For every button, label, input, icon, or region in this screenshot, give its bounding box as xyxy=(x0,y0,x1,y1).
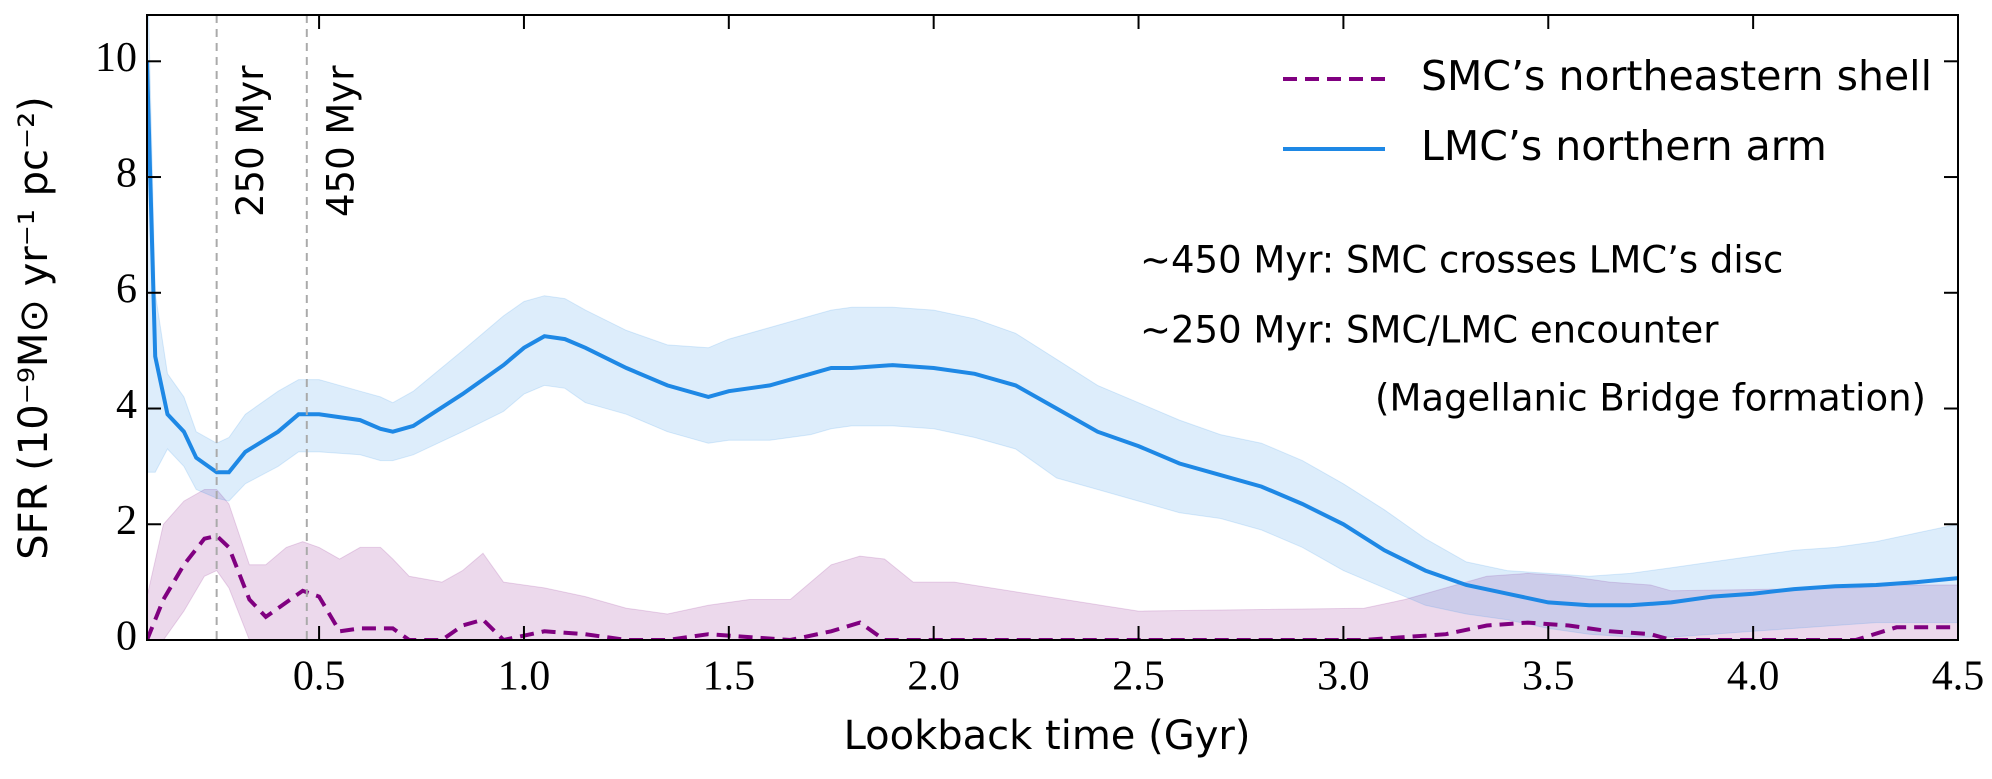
x-tick-label: 4.0 xyxy=(1727,654,1780,700)
annotation: ∼250 Myr: SMC/LMC encounter xyxy=(1140,309,1719,352)
x-tick-label: 3.0 xyxy=(1317,654,1370,700)
x-tick-label: 1.5 xyxy=(703,654,756,700)
y-tick-label: 6 xyxy=(116,266,137,312)
legend-label: LMC’s northern arm xyxy=(1421,122,1827,170)
y-tick-label: 4 xyxy=(116,382,137,428)
x-tick-label: 2.5 xyxy=(1112,654,1165,700)
reference-label: 450 Myr xyxy=(319,65,362,217)
x-tick-label: 0.5 xyxy=(293,654,346,700)
axes-frame xyxy=(146,14,1959,641)
uncertainty-band xyxy=(147,15,1958,638)
y-tick-label: 2 xyxy=(116,498,137,544)
x-tick-label: 2.0 xyxy=(907,654,960,700)
y-axis-label: SFR (10⁻⁹M⊙ yr⁻¹ pc⁻²) xyxy=(11,96,57,559)
legend-label: SMC’s northeastern shell xyxy=(1421,52,1932,100)
x-tick-label: 3.5 xyxy=(1522,654,1575,700)
annotation: ∼450 Myr: SMC crosses LMC’s disc xyxy=(1140,239,1783,282)
uncertainty-band xyxy=(147,489,1958,640)
y-tick-label: 8 xyxy=(116,151,137,197)
plot-area xyxy=(147,15,1958,640)
y-tick-label: 0 xyxy=(116,614,137,660)
x-axis-label: Lookback time (Gyr) xyxy=(844,713,1251,759)
x-tick-label: 1.0 xyxy=(498,654,551,700)
reference-label: 250 Myr xyxy=(229,65,272,217)
annotation: (Magellanic Bridge formation) xyxy=(1375,377,1926,420)
y-tick-label: 10 xyxy=(95,35,137,81)
x-tick-label: 4.5 xyxy=(1932,654,1985,700)
series-line xyxy=(147,61,1958,608)
